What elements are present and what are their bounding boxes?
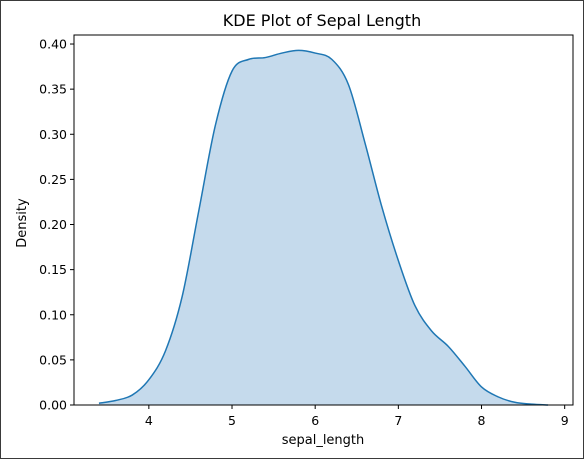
x-tick-label: 8 [478, 413, 486, 428]
x-tick-label: 4 [145, 413, 153, 428]
density-line [98, 49, 549, 406]
y-tick-label: 0.30 [39, 127, 67, 142]
x-tick-label: 6 [311, 413, 319, 428]
y-tick-label: 0.20 [39, 217, 67, 232]
y-tick-label: 0.40 [39, 37, 67, 52]
y-tick-label: 0.15 [39, 262, 67, 277]
x-axis-label: sepal_length [282, 433, 365, 448]
y-tick-label: 0.25 [39, 172, 67, 187]
y-tick-label: 0.35 [39, 82, 67, 97]
density-fill-area [98, 50, 549, 406]
y-axis-label: Density [15, 198, 30, 248]
y-axis-ticks: 0.00 0.05 0.10 0.15 0.20 0.25 0.30 0.35 0.40 [39, 37, 74, 413]
plot-area [98, 49, 549, 406]
axes-box [73, 34, 574, 406]
x-tick-label: 7 [394, 413, 402, 428]
y-tick-label: 0.05 [39, 352, 67, 367]
y-tick-label: 0.00 [39, 398, 67, 413]
chart-title: KDE Plot of Sepal Length [223, 11, 421, 30]
y-tick-label: 0.10 [39, 307, 67, 322]
x-axis-ticks: 4 5 6 7 8 9 [145, 405, 569, 428]
x-tick-label: 9 [561, 413, 569, 428]
x-tick-label: 5 [228, 413, 236, 428]
